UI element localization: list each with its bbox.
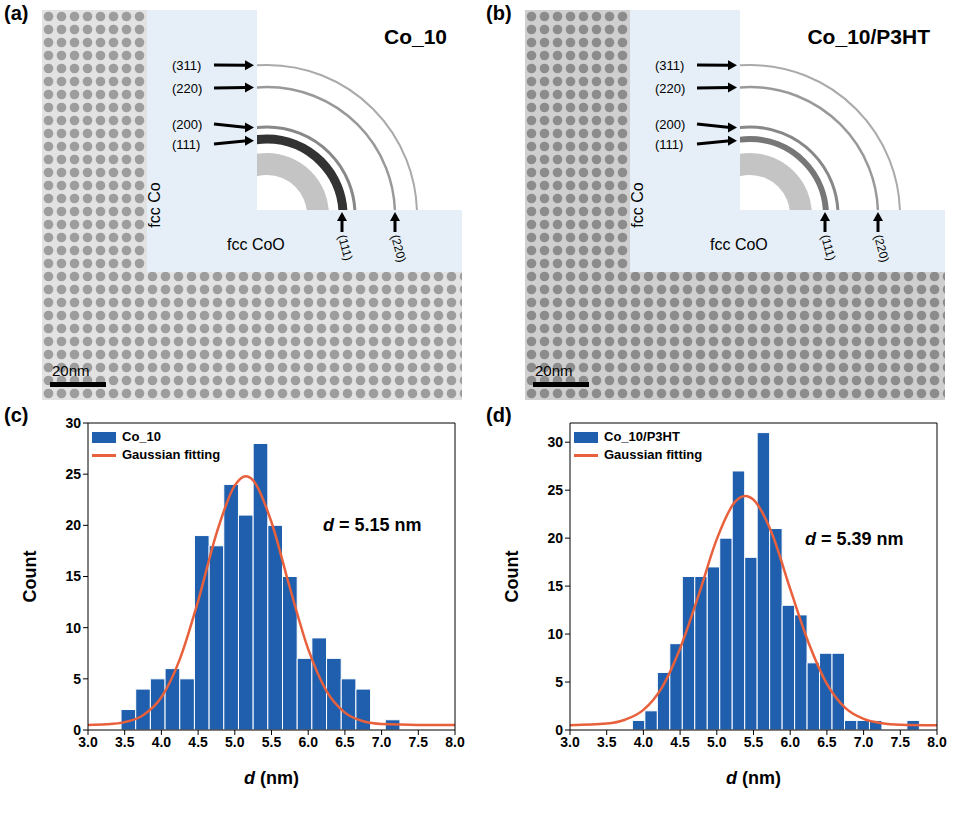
svg-text:7.5: 7.5	[891, 734, 911, 750]
svg-text:4.0: 4.0	[152, 734, 172, 750]
svg-text:4.0: 4.0	[634, 734, 654, 750]
svg-text:3.0: 3.0	[78, 734, 98, 750]
svg-text:fcc Co: fcc Co	[146, 182, 163, 227]
svg-text:7.0: 7.0	[372, 734, 392, 750]
svg-text:5.5: 5.5	[262, 734, 282, 750]
html-text:Co_10: Co_10	[122, 429, 161, 444]
svg-text:(111): (111)	[818, 233, 838, 262]
svg-text:0: 0	[73, 722, 81, 738]
svg-text:Count: Count	[502, 551, 522, 603]
html-text:Co_10/P3HT: Co_10/P3HT	[604, 429, 680, 444]
html-text:Gaussian fitting: Gaussian fitting	[604, 447, 703, 462]
svg-text:10: 10	[65, 620, 81, 636]
svg-text:(111): (111)	[172, 137, 200, 152]
svg-text:3.5: 3.5	[597, 734, 617, 750]
svg-text:3.0: 3.0	[560, 734, 580, 750]
svg-text:Co_10: Co_10	[384, 25, 447, 48]
html-text:d = 5.39 nm: d = 5.39 nm	[804, 528, 904, 549]
svg-text:25: 25	[65, 466, 81, 482]
svg-text:30: 30	[65, 415, 81, 431]
svg-text:30: 30	[547, 434, 563, 450]
svg-text:(111): (111)	[335, 233, 355, 262]
svg-text:(311): (311)	[655, 58, 684, 73]
svg-text:7.5: 7.5	[409, 734, 429, 750]
svg-text:fcc CoO: fcc CoO	[710, 236, 768, 253]
svg-text:5.0: 5.0	[707, 734, 727, 750]
svg-text:(220): (220)	[655, 81, 685, 96]
svg-text:5.0: 5.0	[225, 734, 245, 750]
svg-text:20: 20	[547, 530, 563, 546]
svg-text:6.0: 6.0	[298, 734, 318, 750]
svg-text:(220): (220)	[172, 81, 202, 96]
html-text:(c): (c)	[4, 404, 29, 426]
svg-text:Count: Count	[20, 551, 40, 603]
svg-text:15: 15	[547, 578, 563, 594]
svg-text:5: 5	[555, 674, 563, 690]
svg-text:20nm: 20nm	[52, 362, 90, 379]
svg-text:20: 20	[65, 517, 81, 533]
svg-text:10: 10	[547, 626, 563, 642]
svg-text:4.5: 4.5	[188, 734, 208, 750]
svg-text:8.0: 8.0	[927, 734, 947, 750]
html-text:d = 5.15 nm: d = 5.15 nm	[322, 515, 422, 536]
html-text:Gaussian fitting: Gaussian fitting	[122, 447, 221, 462]
html-text:(a): (a)	[4, 2, 29, 24]
svg-text:5.5: 5.5	[744, 734, 764, 750]
svg-text:8.0: 8.0	[445, 734, 465, 750]
svg-text:(111): (111)	[655, 137, 683, 152]
svg-text:(311): (311)	[172, 58, 201, 73]
svg-text:(220): (220)	[871, 233, 892, 264]
svg-text:fcc Co: fcc Co	[629, 182, 646, 227]
svg-text:3.5: 3.5	[115, 734, 135, 750]
svg-text:6.5: 6.5	[335, 734, 355, 750]
html-text:(d): (d)	[486, 404, 512, 426]
svg-text:(220): (220)	[388, 233, 409, 264]
html-text:(b): (b)	[486, 2, 512, 24]
svg-text:fcc CoO: fcc CoO	[227, 236, 285, 253]
svg-text:25: 25	[547, 482, 563, 498]
svg-text:6.5: 6.5	[817, 734, 837, 750]
svg-text:Co_10/P3HT: Co_10/P3HT	[807, 25, 930, 48]
svg-text:4.5: 4.5	[670, 734, 690, 750]
svg-text:7.0: 7.0	[854, 734, 874, 750]
svg-text:0: 0	[555, 722, 563, 738]
svg-text:(200): (200)	[655, 117, 685, 132]
svg-text:5: 5	[73, 671, 81, 687]
svg-text:6.0: 6.0	[780, 734, 800, 750]
html-text:d (nm): d (nm)	[726, 768, 781, 788]
svg-text:15: 15	[65, 568, 81, 584]
svg-text:20nm: 20nm	[535, 362, 573, 379]
html-text:d (nm): d (nm)	[244, 768, 299, 788]
svg-text:(200): (200)	[172, 117, 202, 132]
